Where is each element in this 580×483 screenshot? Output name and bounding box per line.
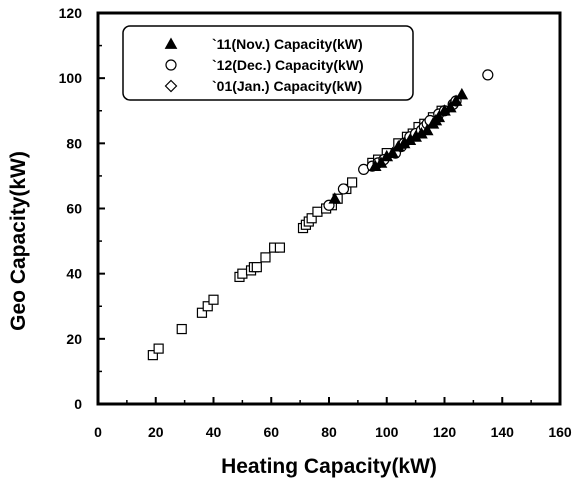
y-axis-title: Geo Capacity(kW) bbox=[7, 151, 30, 331]
legend-label: `01(Jan.) Capacity(kW) bbox=[212, 78, 362, 94]
legend-marker bbox=[164, 79, 178, 93]
data-point bbox=[251, 262, 262, 273]
x-tick-label: 40 bbox=[206, 424, 222, 440]
data-point bbox=[386, 146, 399, 159]
data-point bbox=[449, 94, 463, 106]
x-axis-title: Heating Capacity(kW) bbox=[221, 455, 437, 478]
legend-marker bbox=[164, 37, 178, 49]
data-point bbox=[196, 307, 208, 318]
x-tick-label: 20 bbox=[148, 424, 164, 440]
data-point bbox=[176, 323, 187, 335]
data-point bbox=[420, 123, 434, 136]
data-point bbox=[374, 156, 388, 168]
x-tick-label: 160 bbox=[548, 424, 572, 440]
x-tick-label: 60 bbox=[263, 424, 279, 440]
y-tick-label: 60 bbox=[66, 201, 82, 217]
x-axis-tick-labels: 0 20 40 60 80 100 120 140 160 bbox=[94, 424, 572, 440]
data-point bbox=[306, 213, 317, 224]
data-point bbox=[347, 177, 358, 188]
data-point bbox=[274, 242, 286, 253]
legend-marker bbox=[165, 59, 177, 71]
y-tick-label: 80 bbox=[66, 135, 82, 151]
legend-box bbox=[122, 25, 414, 101]
legend-label: `12(Dec.) Capacity(kW) bbox=[212, 57, 364, 73]
data-point bbox=[337, 183, 350, 195]
y-axis-tick-labels: 0 20 40 60 80 100 120 bbox=[59, 5, 83, 412]
data-point bbox=[432, 110, 446, 123]
data-point bbox=[147, 350, 158, 361]
data-points bbox=[147, 69, 494, 361]
x-tick-label: 120 bbox=[433, 424, 457, 440]
data-point bbox=[260, 252, 271, 263]
data-point bbox=[482, 69, 494, 81]
x-tick-label: 100 bbox=[375, 424, 399, 440]
x-tick-label: 80 bbox=[321, 424, 337, 440]
data-point bbox=[312, 206, 323, 217]
y-tick-label: 20 bbox=[66, 331, 82, 347]
data-point bbox=[455, 87, 469, 100]
y-tick-label: 120 bbox=[59, 5, 83, 21]
y-tick-label: 0 bbox=[74, 396, 82, 412]
y-tick-label: 40 bbox=[66, 266, 82, 282]
y-tick-label: 100 bbox=[59, 70, 83, 86]
legend-label: `11(Nov.) Capacity(kW) bbox=[212, 36, 363, 52]
data-point bbox=[153, 343, 164, 354]
x-tick-label: 0 bbox=[94, 424, 102, 440]
x-tick-label: 140 bbox=[491, 424, 515, 440]
axis-ticks bbox=[97, 12, 561, 405]
data-point bbox=[208, 294, 219, 305]
legend: `11(Nov.) Capacity(kW) `12(Dec.) Capacity… bbox=[122, 25, 414, 101]
data-point bbox=[328, 192, 342, 204]
data-point bbox=[202, 301, 213, 312]
data-point bbox=[237, 268, 248, 279]
data-point bbox=[443, 100, 457, 113]
